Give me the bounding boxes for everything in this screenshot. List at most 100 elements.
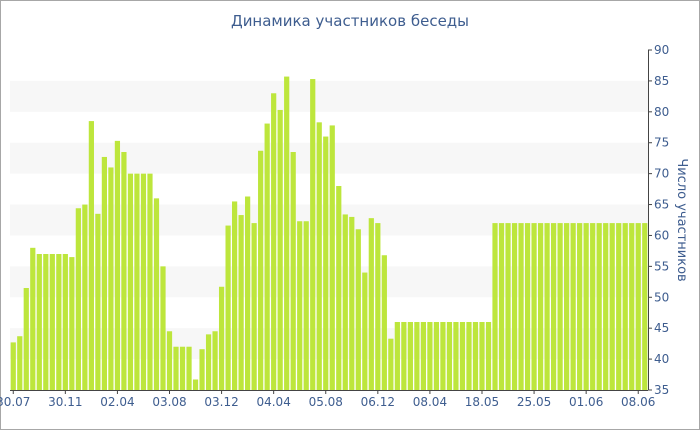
bar bbox=[232, 201, 238, 390]
y-tick-label: 40 bbox=[654, 352, 669, 366]
bar bbox=[427, 322, 433, 390]
bar bbox=[316, 122, 322, 390]
bar bbox=[297, 221, 303, 390]
bar bbox=[518, 223, 524, 390]
bar bbox=[277, 109, 283, 391]
x-tick-label: 08.06 bbox=[621, 395, 655, 409]
x-tick-label: 02.04 bbox=[100, 395, 134, 409]
bar bbox=[485, 322, 492, 390]
bar bbox=[56, 254, 62, 390]
bar bbox=[551, 223, 557, 390]
bar bbox=[329, 125, 335, 391]
bar bbox=[420, 322, 426, 390]
bar bbox=[375, 223, 381, 390]
bar bbox=[23, 288, 29, 390]
bar bbox=[446, 322, 453, 390]
bar bbox=[544, 223, 550, 390]
bar bbox=[531, 223, 537, 390]
bar bbox=[160, 266, 166, 390]
bar bbox=[498, 223, 505, 390]
bar bbox=[472, 322, 479, 390]
bar bbox=[225, 225, 231, 390]
bar bbox=[401, 322, 407, 390]
bar bbox=[368, 218, 374, 390]
x-tick-label: 05.08 bbox=[309, 395, 343, 409]
bar bbox=[121, 152, 127, 390]
bar bbox=[218, 286, 225, 390]
bar bbox=[36, 254, 42, 390]
bar-series bbox=[10, 76, 648, 391]
bar bbox=[557, 223, 563, 390]
y-axis-label: Число участников bbox=[674, 158, 689, 281]
bar bbox=[108, 167, 114, 390]
bar bbox=[271, 93, 277, 391]
y-tick-label: 35 bbox=[654, 383, 669, 397]
bar bbox=[479, 322, 485, 390]
bar bbox=[635, 223, 641, 390]
x-tick-label: 06.12 bbox=[361, 395, 395, 409]
bar bbox=[323, 136, 329, 390]
y-tick-label: 55 bbox=[654, 259, 669, 273]
x-tick-label: 01.06 bbox=[569, 395, 603, 409]
axes bbox=[10, 50, 649, 391]
bar bbox=[355, 229, 361, 390]
bar bbox=[114, 140, 121, 390]
bar bbox=[153, 198, 160, 390]
bar bbox=[69, 257, 75, 390]
y-tick-label: 80 bbox=[654, 105, 669, 119]
bar bbox=[62, 254, 68, 390]
x-tick-label: 18.05 bbox=[465, 395, 499, 409]
chart-title: Динамика участников беседы bbox=[230, 12, 470, 30]
bar bbox=[88, 121, 94, 390]
bar bbox=[577, 223, 583, 390]
bar bbox=[642, 223, 648, 390]
bar bbox=[95, 213, 101, 390]
bar bbox=[433, 322, 440, 390]
bar bbox=[394, 322, 400, 390]
y-tick-labels: 35 40 45 50 55 60 65 70 75 80 85 90 bbox=[648, 43, 669, 397]
bar bbox=[622, 223, 628, 390]
bar bbox=[258, 150, 264, 390]
y-tick-label: 70 bbox=[654, 167, 669, 181]
bar bbox=[284, 76, 290, 390]
bar bbox=[245, 196, 251, 390]
bar bbox=[17, 336, 23, 390]
bar bbox=[173, 346, 179, 390]
bar bbox=[75, 208, 81, 390]
bar bbox=[212, 331, 218, 390]
y-tick-label: 85 bbox=[654, 74, 669, 88]
y-tick-label: 45 bbox=[654, 321, 669, 335]
bar bbox=[381, 255, 387, 390]
bar bbox=[336, 186, 342, 390]
bar bbox=[101, 156, 107, 390]
bar bbox=[590, 223, 596, 390]
bar bbox=[511, 223, 518, 390]
bar bbox=[192, 379, 199, 390]
y-tick-label: 50 bbox=[654, 290, 669, 304]
bar bbox=[362, 272, 368, 390]
bar bbox=[596, 223, 602, 390]
bar bbox=[564, 223, 570, 390]
x-tick-label: 04.04 bbox=[256, 395, 290, 409]
bar bbox=[609, 223, 615, 390]
bar bbox=[147, 173, 153, 390]
x-tick-label: 08.04 bbox=[413, 395, 447, 409]
bar bbox=[166, 331, 173, 390]
bar bbox=[492, 223, 498, 390]
bar bbox=[30, 247, 36, 390]
bar bbox=[616, 223, 622, 390]
bar bbox=[186, 346, 192, 390]
bar bbox=[603, 223, 609, 390]
y-tick-label: 60 bbox=[654, 228, 669, 242]
grid-band bbox=[10, 80, 648, 112]
x-tick-label: 30.11 bbox=[48, 395, 82, 409]
bar bbox=[342, 214, 348, 390]
bar bbox=[199, 349, 205, 390]
x-tick-label: 25.05 bbox=[517, 395, 551, 409]
bar bbox=[43, 254, 49, 390]
y-tick-label: 90 bbox=[654, 43, 669, 57]
bar bbox=[10, 342, 16, 390]
x-tick-label: 30.07 bbox=[0, 395, 30, 409]
bar bbox=[505, 223, 511, 390]
